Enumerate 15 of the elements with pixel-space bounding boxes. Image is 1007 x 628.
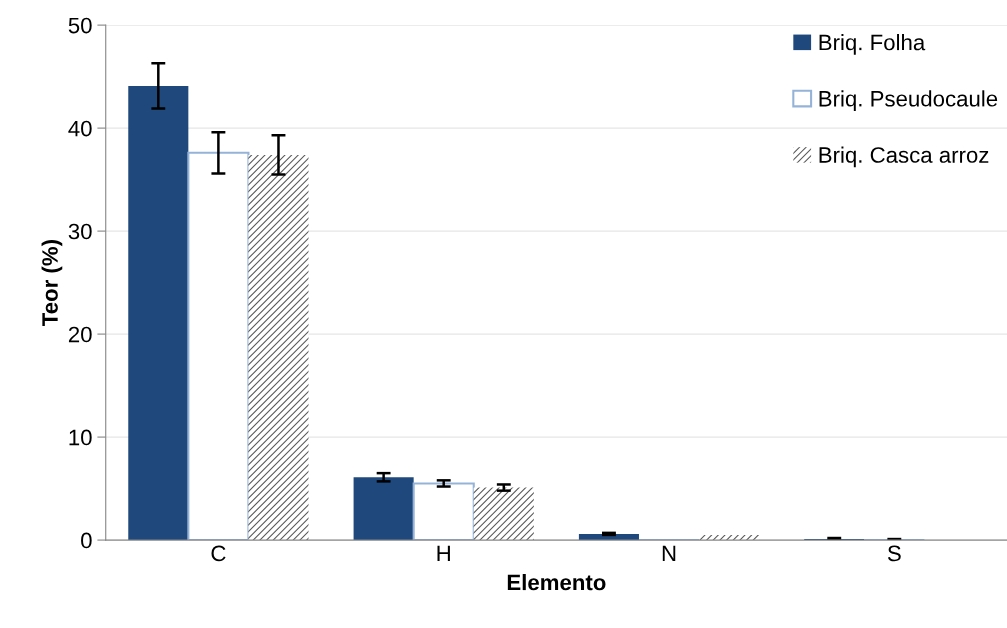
x-axis-title: Elemento [507, 573, 606, 591]
x-tick-label: C [211, 545, 226, 562]
y-tick-label: 0 [81, 532, 92, 549]
y-tick-label: 40 [68, 120, 92, 137]
legend-label: Briq. Pseudocaule [819, 90, 998, 111]
y-tick-label: 20 [68, 326, 92, 343]
y-tick-label: 50 [68, 17, 92, 34]
x-tick-label: S [887, 545, 901, 562]
legend-label: Briq. Folha [819, 34, 926, 55]
x-tick-label: N [662, 545, 676, 562]
y-tick-label: 10 [69, 429, 92, 446]
y-axis-title: Teor (%) [41, 240, 63, 326]
legend-label: Briq. Casca arroz [819, 146, 989, 168]
x-tick-label: H [437, 545, 450, 562]
y-tick-label: 30 [68, 223, 92, 240]
